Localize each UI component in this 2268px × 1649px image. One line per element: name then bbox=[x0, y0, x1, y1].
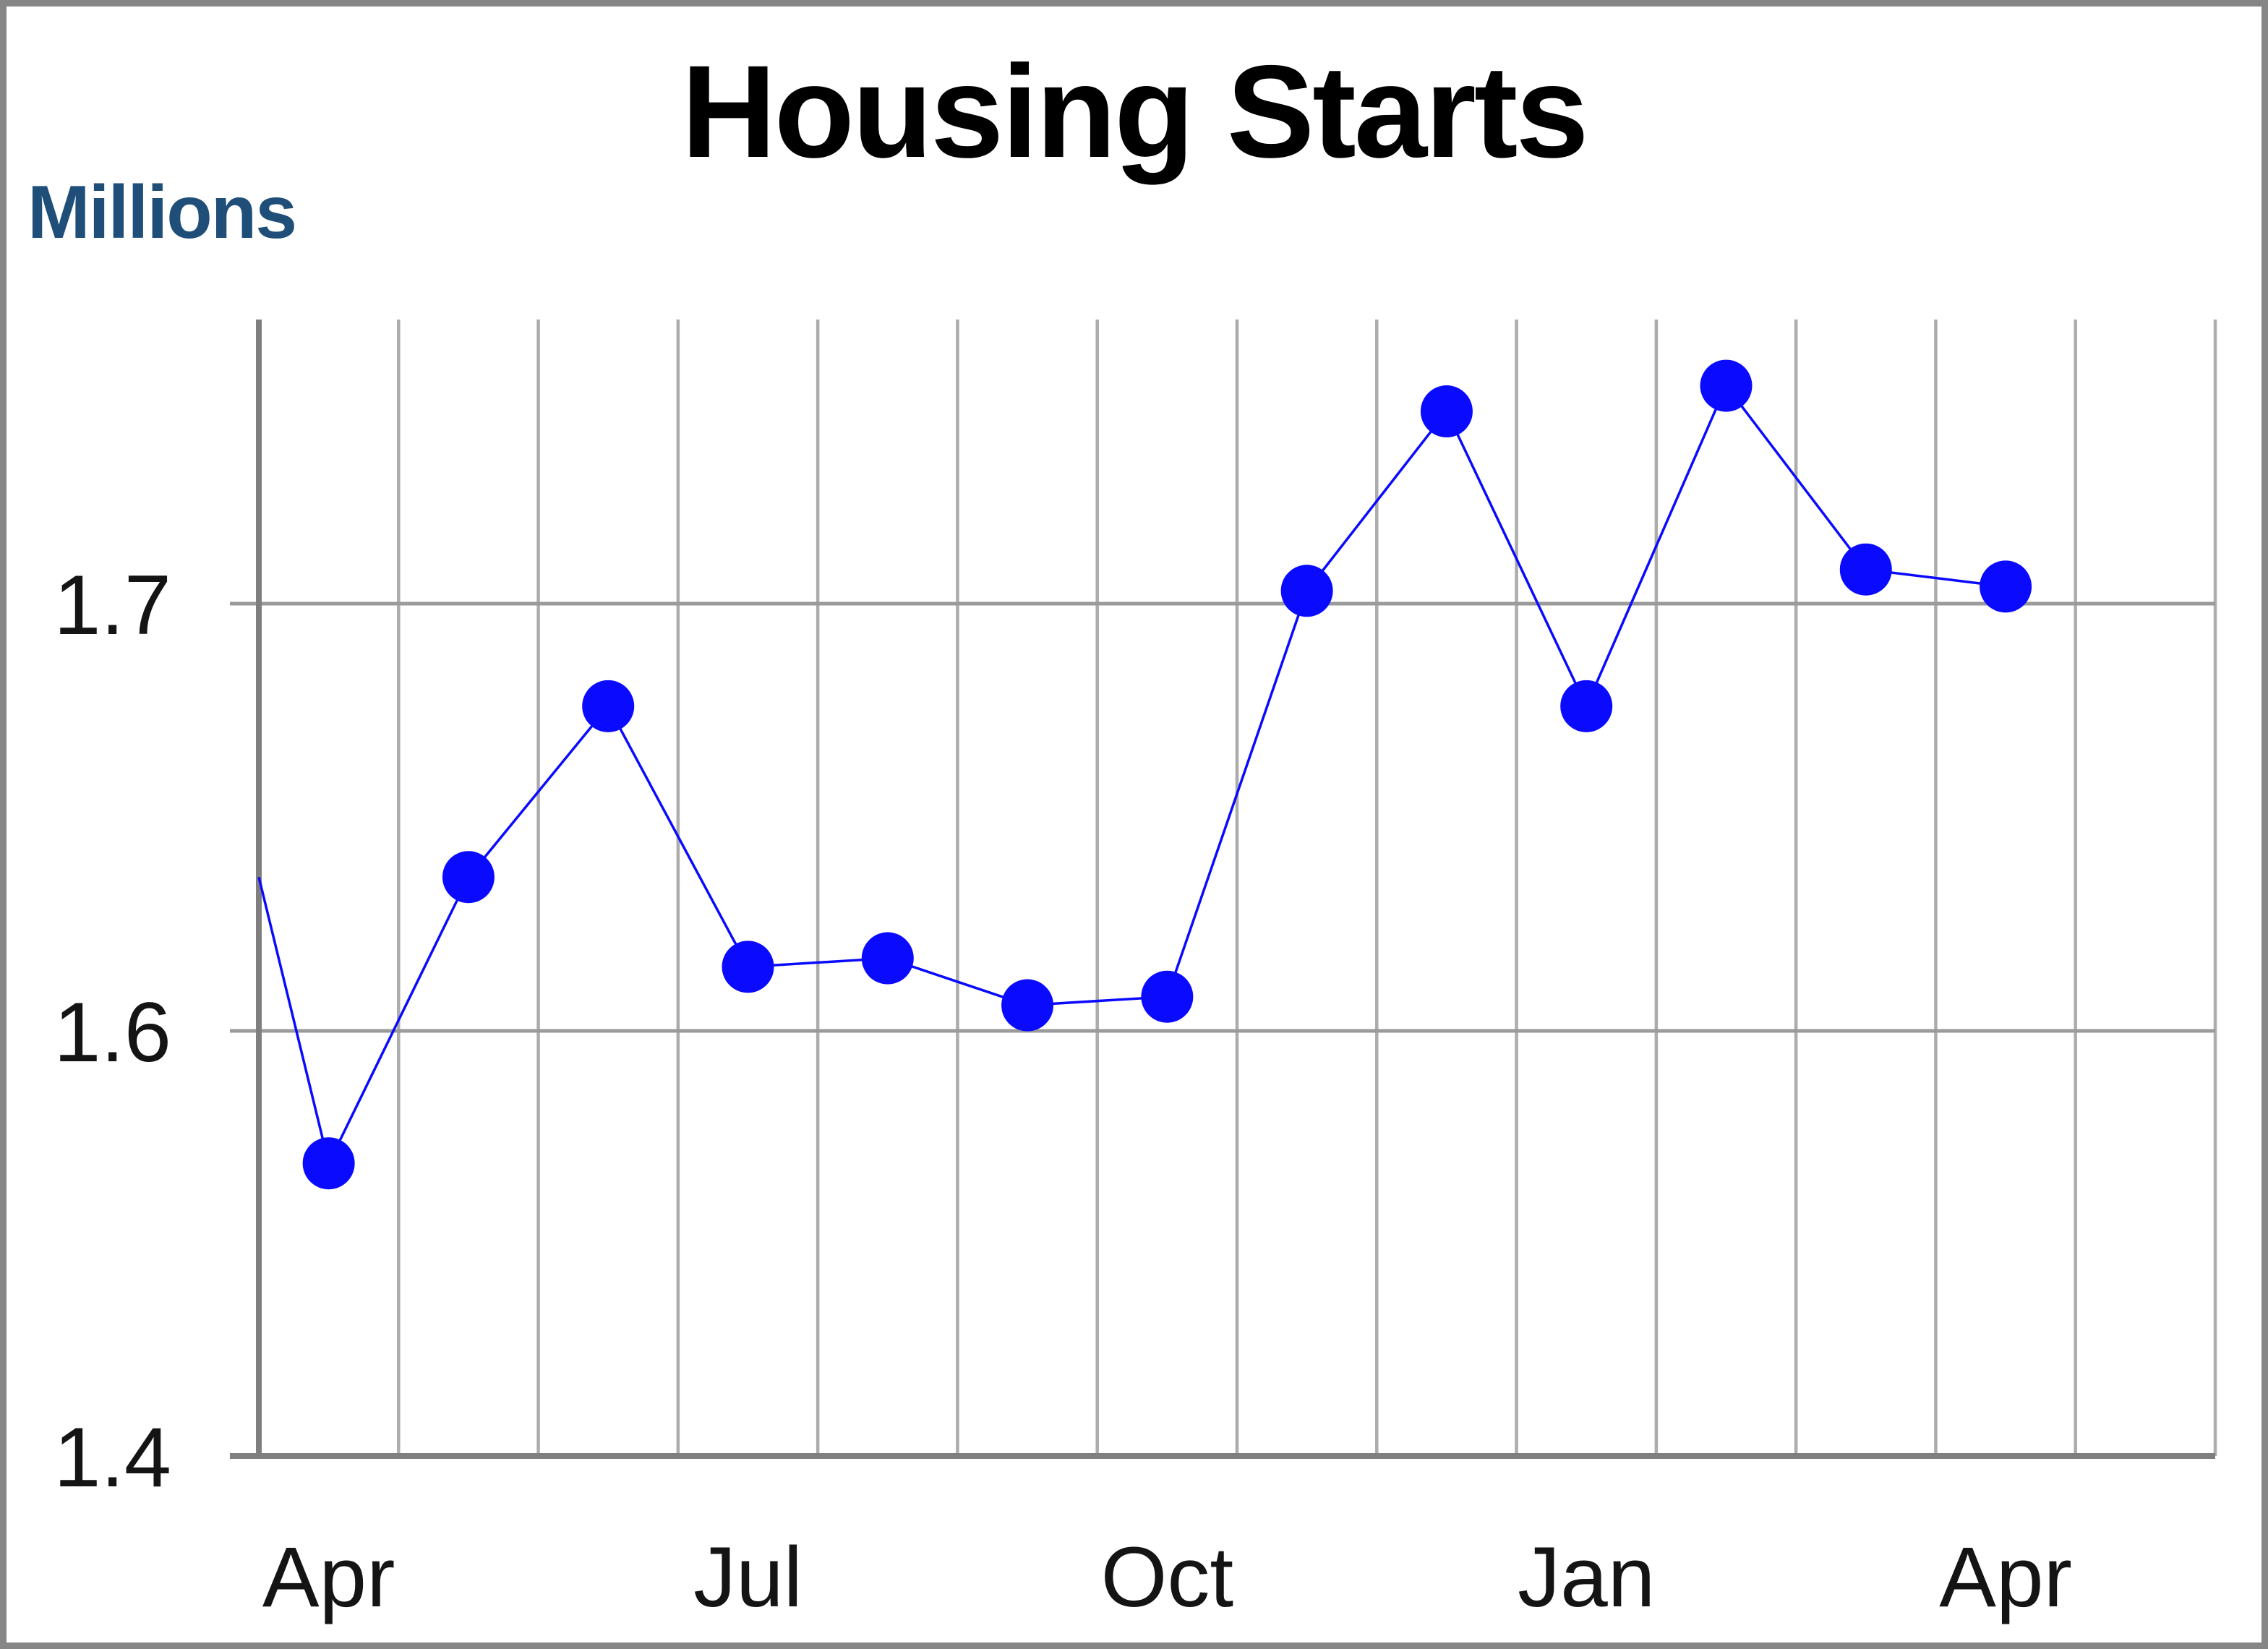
data-point-marker bbox=[1420, 385, 1473, 438]
x-axis-tick-label: Oct bbox=[1101, 1530, 1234, 1625]
series-line bbox=[257, 383, 2006, 1168]
x-axis-tick-label: Jan bbox=[1518, 1530, 1655, 1625]
y-axis-tick-label: 1.4 bbox=[54, 1410, 171, 1504]
data-point-marker bbox=[1280, 565, 1333, 617]
x-axis-tick-label: Apr bbox=[1939, 1530, 2072, 1625]
data-point-marker bbox=[1839, 543, 1892, 596]
x-axis-tick-label: Apr bbox=[262, 1530, 395, 1625]
data-point-marker bbox=[1700, 359, 1753, 412]
y-axis-tick-label: 1.6 bbox=[54, 985, 171, 1079]
data-point-marker bbox=[442, 851, 495, 904]
data-point-marker bbox=[1141, 970, 1194, 1023]
y-axis-unit-label: Millions bbox=[27, 171, 297, 254]
data-point-marker bbox=[861, 932, 914, 985]
data-point-marker bbox=[722, 941, 774, 993]
y-axis-tick-label: 1.7 bbox=[54, 557, 171, 652]
data-point-marker bbox=[1980, 560, 2032, 613]
data-point-marker bbox=[1001, 979, 1054, 1032]
data-point-marker bbox=[1560, 680, 1613, 732]
data-point-marker bbox=[302, 1137, 355, 1190]
data-point-marker bbox=[582, 680, 635, 732]
chart-title: Housing Starts bbox=[681, 38, 1588, 185]
x-axis-tick-label: Jul bbox=[693, 1530, 803, 1625]
